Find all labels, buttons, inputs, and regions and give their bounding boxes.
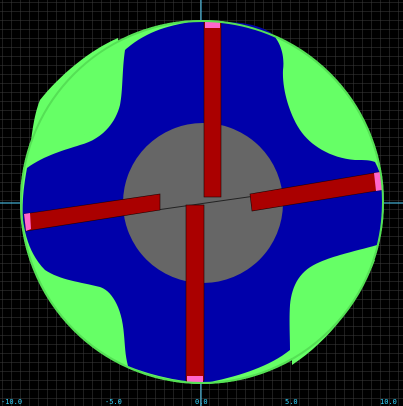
lobe-bottom-left (38, 268, 125, 362)
vane-left-tip (24, 213, 31, 231)
lobe-top-right (285, 45, 370, 150)
x-tick-label: 0.0 (195, 398, 208, 406)
vane-top (203, 21, 222, 198)
x-tick-label: -5.0 (105, 398, 122, 406)
lobe-bottom-right (292, 260, 375, 365)
x-tick-label: -10.0 (1, 398, 23, 406)
vane-top-tip (205, 22, 220, 28)
x-tick-label: 5.0 (285, 398, 298, 406)
lobe-top-left (30, 38, 120, 150)
outer-ring (20, 20, 384, 384)
x-tick-label: 10.0 (380, 398, 397, 406)
vane-bottom (185, 204, 205, 382)
vane-right-tip (374, 172, 382, 191)
vane-bottom-tip (187, 376, 203, 382)
